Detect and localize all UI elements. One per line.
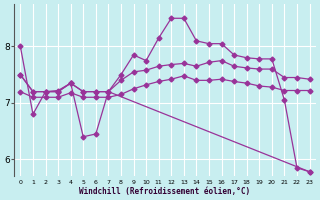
X-axis label: Windchill (Refroidissement éolien,°C): Windchill (Refroidissement éolien,°C) bbox=[79, 187, 251, 196]
